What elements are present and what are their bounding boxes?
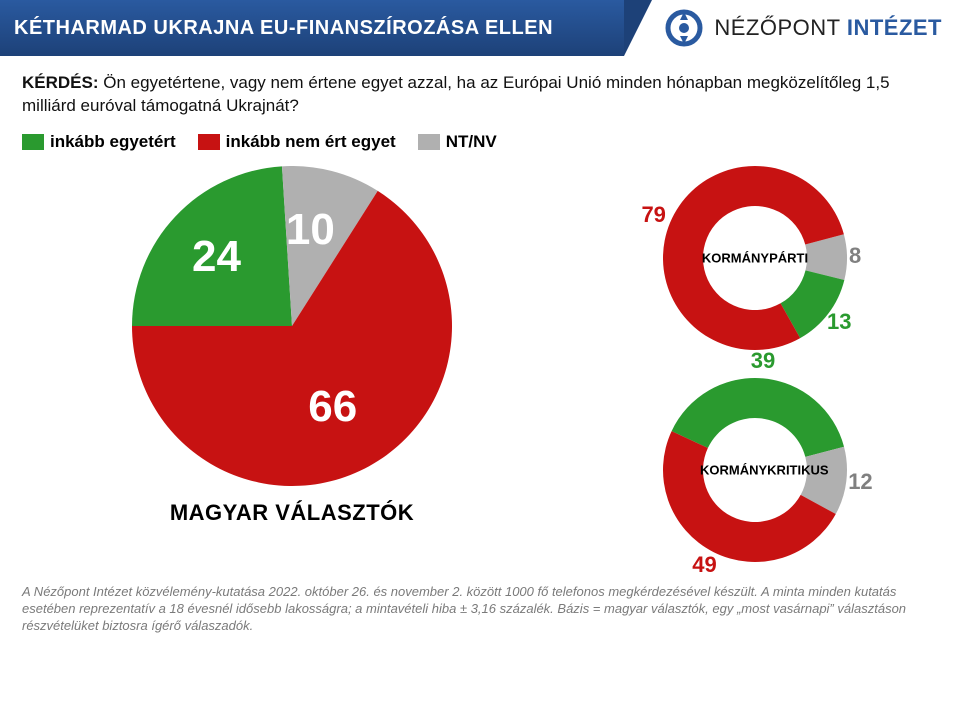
question-text: Ön egyetértene, vagy nem értene egyet az… xyxy=(22,73,890,115)
title-bar: KÉTHARMAD UKRAJNA EU-FINANSZÍROZÁSA ELLE… xyxy=(0,0,624,56)
legend-label: NT/NV xyxy=(446,132,497,152)
charts-row: 241066 MAGYAR VÁLASZTÓK 81379KORMÁNYPÁRT… xyxy=(0,156,960,572)
legend-swatch xyxy=(198,134,220,150)
brand-main: NÉZŐPONT xyxy=(714,15,840,40)
pie-slice xyxy=(132,166,292,326)
legend-label: inkább nem ért egyet xyxy=(226,132,396,152)
main-pie-caption: MAGYAR VÁLASZTÓK xyxy=(170,500,414,526)
main-pie: 241066 xyxy=(132,166,452,486)
footnote: A Nézőpont Intézet közvélemény-kutatása … xyxy=(0,572,960,635)
brand-icon xyxy=(664,8,704,48)
page-title: KÉTHARMAD UKRAJNA EU-FINANSZÍROZÁSA ELLE… xyxy=(14,17,553,40)
brand: NÉZŐPONT INTÉZET xyxy=(624,8,960,48)
donut-caption: KORMÁNYKRITIKUS xyxy=(700,462,810,477)
legend-item: inkább egyetért xyxy=(22,132,176,152)
legend: inkább egyetért inkább nem ért egyet NT/NV xyxy=(0,126,960,156)
donut-chart: 81379KORMÁNYPÁRTI xyxy=(633,156,877,360)
question-block: KÉRDÉS: Ön egyetértene, vagy nem értene … xyxy=(0,56,960,126)
donut-chart: 391249KORMÁNYKRITIKUS xyxy=(633,368,877,572)
legend-item: inkább nem ért egyet xyxy=(198,132,396,152)
brand-text: NÉZŐPONT INTÉZET xyxy=(714,15,942,41)
legend-label: inkább egyetért xyxy=(50,132,176,152)
main-pie-column: 241066 MAGYAR VÁLASZTÓK xyxy=(22,156,562,572)
donut-caption: KORMÁNYPÁRTI xyxy=(700,250,810,265)
legend-swatch xyxy=(22,134,44,150)
question-label: KÉRDÉS: xyxy=(22,73,99,92)
header: KÉTHARMAD UKRAJNA EU-FINANSZÍROZÁSA ELLE… xyxy=(0,0,960,56)
legend-swatch xyxy=(418,134,440,150)
legend-item: NT/NV xyxy=(418,132,497,152)
donuts-column: 81379KORMÁNYPÁRTI391249KORMÁNYKRITIKUS xyxy=(572,156,938,572)
brand-accent: INTÉZET xyxy=(847,15,942,40)
